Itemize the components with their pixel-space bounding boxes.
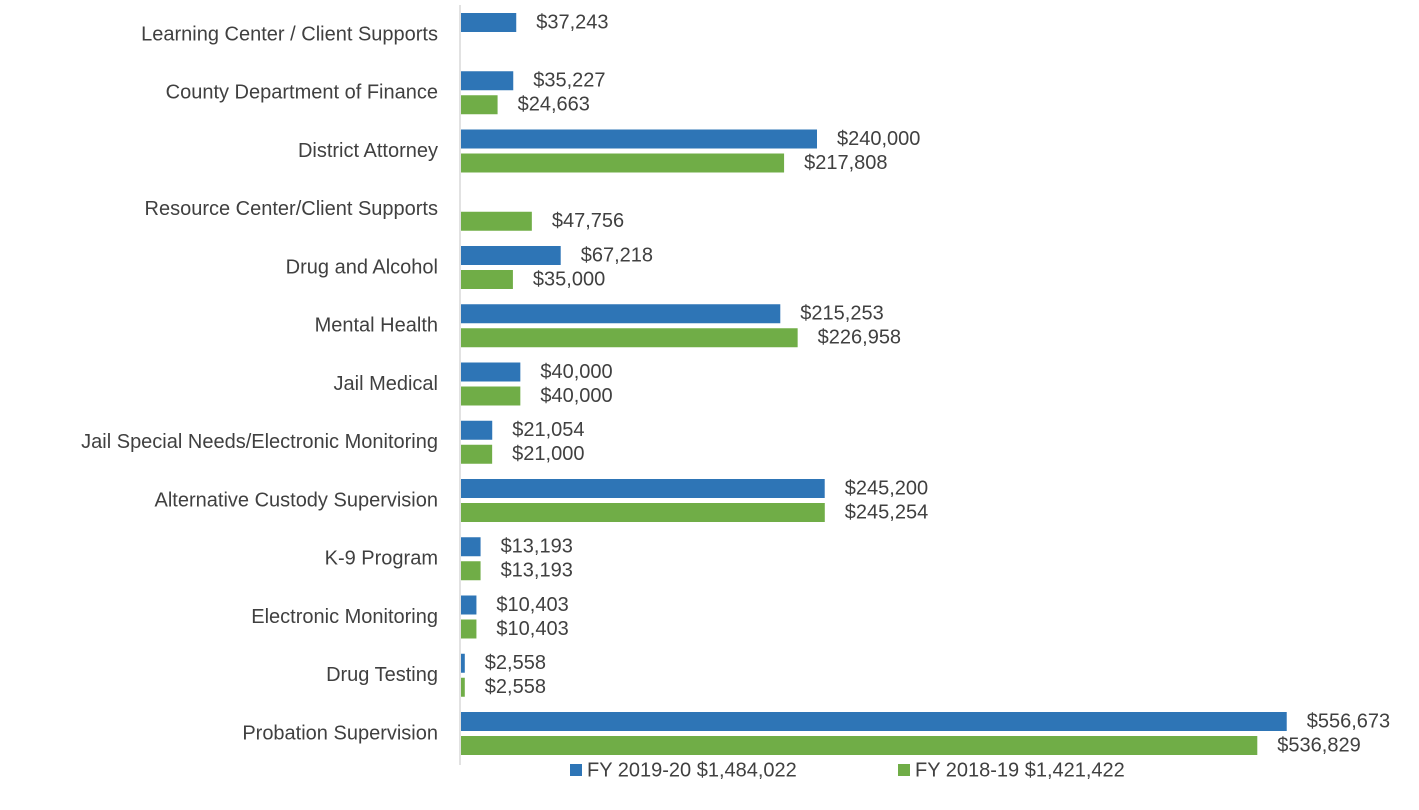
value-label: $13,193 — [501, 560, 573, 582]
bar — [461, 677, 465, 697]
bar — [461, 95, 498, 115]
bar — [461, 328, 798, 348]
category-label: Probation Supervision — [242, 722, 438, 744]
value-label: $47,756 — [552, 210, 624, 232]
category-label: District Attorney — [298, 140, 438, 162]
category-label: Drug and Alcohol — [286, 256, 438, 278]
bar — [461, 71, 514, 91]
value-label: $215,253 — [800, 303, 883, 325]
bar — [461, 653, 465, 673]
bar — [461, 736, 1258, 755]
category-label: Learning Center / Client Supports — [141, 23, 438, 45]
category-label: Mental Health — [315, 315, 438, 337]
value-label: $67,218 — [581, 244, 653, 266]
bar — [461, 537, 481, 557]
value-label: $24,663 — [518, 94, 590, 116]
bar — [461, 211, 532, 231]
bar — [461, 386, 521, 406]
value-label: $40,000 — [540, 361, 612, 383]
bar — [461, 420, 493, 440]
category-label: County Department of Finance — [166, 82, 438, 104]
category-label: Jail Medical — [334, 373, 438, 395]
category-label: Alternative Custody Supervision — [155, 489, 438, 511]
category-label: K-9 Program — [325, 548, 438, 570]
value-label: $245,200 — [845, 477, 928, 499]
bar — [461, 153, 785, 173]
legend-swatch — [898, 764, 910, 776]
value-label: $37,243 — [536, 11, 608, 33]
category-label: Drug Testing — [326, 664, 438, 686]
bar — [461, 503, 825, 522]
value-label: $556,673 — [1307, 710, 1390, 732]
value-label: $40,000 — [540, 385, 612, 407]
value-label: $217,808 — [804, 152, 887, 174]
bar — [461, 362, 521, 382]
bar — [461, 712, 1287, 731]
bar — [461, 270, 513, 289]
category-label: Jail Special Needs/Electronic Monitoring — [81, 431, 438, 453]
legend-label: FY 2019-20 $1,484,022 — [587, 759, 797, 781]
value-label: $10,403 — [496, 594, 568, 616]
bar — [461, 595, 477, 615]
bar — [461, 304, 781, 324]
value-label: $536,829 — [1277, 734, 1360, 756]
bar — [461, 13, 517, 32]
legend-label: FY 2018-19 $1,421,422 — [915, 759, 1125, 781]
bar — [461, 444, 493, 464]
legend-swatch — [570, 764, 582, 776]
value-label: $21,054 — [512, 419, 584, 441]
value-label: $226,958 — [818, 327, 901, 349]
category-label: Resource Center/Client Supports — [145, 198, 438, 220]
value-label: $10,403 — [496, 618, 568, 640]
value-label: $240,000 — [837, 128, 920, 150]
bar — [461, 129, 817, 149]
category-label: Electronic Monitoring — [251, 606, 438, 628]
bar — [461, 561, 481, 581]
value-label: $245,254 — [845, 501, 928, 523]
value-label: $2,558 — [485, 652, 546, 674]
value-label: $21,000 — [512, 443, 584, 465]
value-label: $35,227 — [533, 70, 605, 92]
value-label: $35,000 — [533, 268, 605, 290]
bar — [461, 246, 561, 265]
bar — [461, 479, 825, 498]
bar — [461, 619, 477, 639]
value-label: $13,193 — [501, 536, 573, 558]
value-label: $2,558 — [485, 676, 546, 698]
